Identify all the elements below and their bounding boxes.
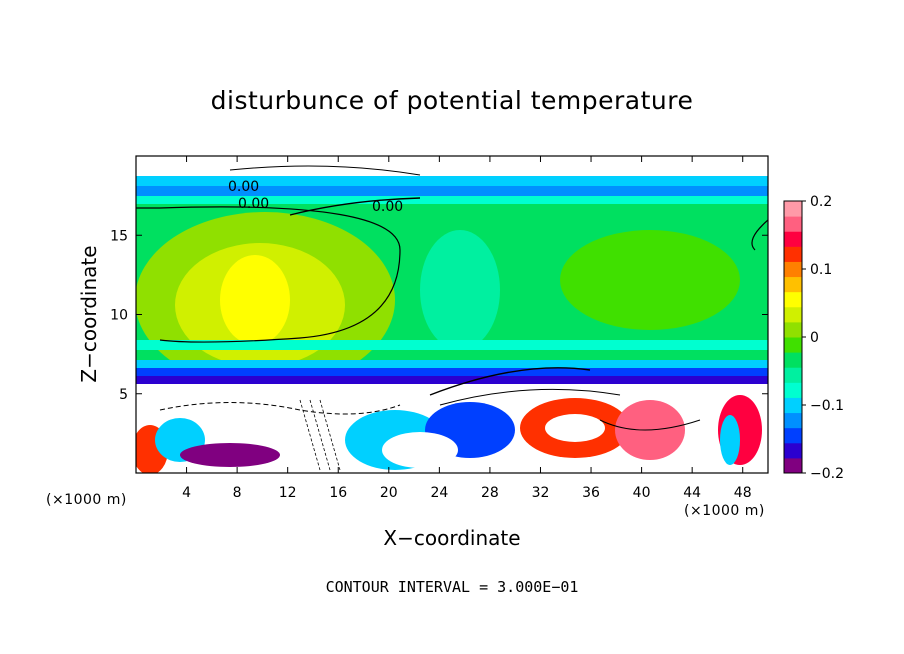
heatmap-field: [136, 156, 768, 473]
colorbar-tick-label: −0.2: [810, 466, 844, 482]
colorbar-swatch: [784, 352, 802, 368]
contour-line-4: [229, 165, 421, 176]
x-tick-label: 16: [329, 485, 347, 501]
colorbar: 0.2 0.1 0 −0.1 −0.2: [783, 194, 844, 482]
field-band-1: [136, 340, 768, 350]
x-tick-label: 20: [380, 485, 398, 501]
contour-line-8: [439, 388, 621, 406]
field-band-3: [136, 368, 768, 378]
x-tick-label: 4: [182, 485, 191, 501]
contour-line-9: [599, 419, 701, 431]
x-tick-label: 8: [233, 485, 242, 501]
colorbar-tick-label: 0.1: [810, 262, 832, 278]
x-tick-label: 44: [683, 485, 701, 501]
contour-line-7: [429, 367, 591, 396]
colorbar-swatch: [784, 367, 802, 383]
x-tick-label: 32: [532, 485, 550, 501]
x-tick-label: 36: [582, 485, 600, 501]
colorbar-swatch: [784, 306, 802, 323]
colorbar-swatch: [784, 246, 802, 262]
y-tick-label: 10: [110, 308, 128, 324]
contour-interval-text: CONTOUR INTERVAL = 3.000E−01: [325, 578, 579, 596]
field-left-purple: [180, 443, 280, 467]
colorbar-swatch: [784, 457, 802, 474]
field-top-white: [136, 156, 768, 178]
colorbar-tick-label: −0.1: [810, 398, 844, 414]
colorbar-swatch: [784, 231, 802, 247]
x-tick-label: 24: [430, 485, 448, 501]
field-band-4: [136, 376, 768, 384]
x-tick-label: 48: [734, 485, 752, 501]
contour-label: 0.00: [372, 199, 403, 215]
x-unit-left: (×1000 m): [46, 492, 127, 508]
contour-line-10: [299, 399, 341, 471]
colorbar-swatch: [784, 442, 802, 459]
colorbar-swatch: [784, 216, 802, 232]
field-warm-core: [220, 255, 290, 345]
y-tick-label: 15: [110, 228, 128, 244]
field-right-white: [545, 414, 605, 442]
field-mid-blob: [420, 230, 500, 350]
field-mid-white: [382, 432, 458, 468]
x-tick-label: 40: [633, 485, 651, 501]
colorbar-swatch: [784, 276, 802, 293]
x-tick-label: 12: [279, 485, 297, 501]
colorbar-swatch: [784, 427, 802, 444]
field-band-5: [136, 384, 768, 396]
y-axis-label: Z−coordinate: [77, 245, 101, 383]
field-far-right-cyan: [720, 415, 740, 465]
field-top-blue: [136, 186, 768, 196]
field-right-blob: [560, 230, 740, 330]
colorbar-swatch: [784, 397, 802, 414]
colorbar-tick-label: 0: [810, 330, 819, 346]
contour-line-3: [751, 219, 768, 251]
colorbar-swatch: [784, 321, 802, 338]
y-axis: 5 10 15: [110, 228, 768, 403]
field-top-cyan: [136, 176, 768, 188]
chart-title: disturbunce of potential temperature: [210, 86, 694, 115]
colorbar-tick-label: 0.2: [810, 194, 832, 210]
colorbar-swatch: [784, 382, 802, 398]
field-top-teal: [136, 196, 768, 204]
x-axis-label: X−coordinate: [383, 526, 521, 550]
x-unit-right: (×1000 m): [684, 503, 765, 519]
y-tick-label: 5: [119, 387, 128, 403]
contour-line-1: [159, 206, 401, 343]
colorbar-swatch: [784, 412, 802, 429]
colorbar-swatch: [784, 337, 802, 353]
x-tick-label: 28: [481, 485, 499, 501]
contour-label: 0.00: [238, 196, 269, 212]
colorbar-swatch: [784, 261, 802, 278]
contour-label: 0.00: [228, 179, 259, 195]
colorbar-swatch: [784, 291, 802, 308]
contour-line-5: [289, 197, 421, 216]
x-axis: 4 8 12 16 20 24 28 32 36 40 44 48: [182, 156, 752, 501]
colorbar-swatch: [784, 201, 802, 217]
contour-line-6: [159, 402, 401, 415]
field-band-2: [136, 360, 768, 370]
